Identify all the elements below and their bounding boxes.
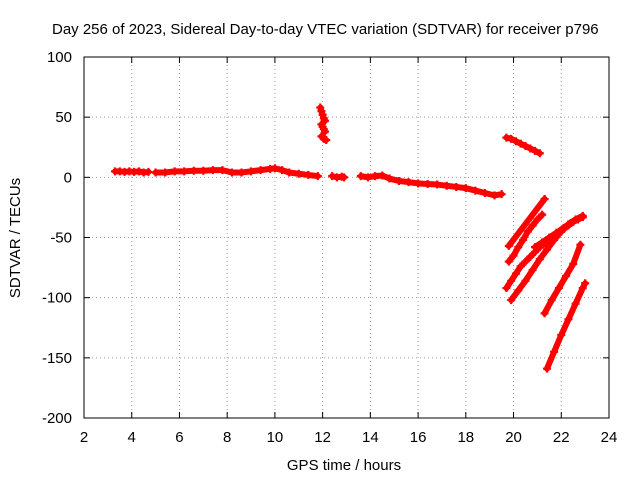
x-tick-label: 14 (362, 429, 379, 446)
data-point (321, 127, 330, 136)
data-trace (551, 331, 565, 355)
x-tick-label: 24 (601, 429, 618, 446)
y-tick-label: -100 (42, 290, 72, 307)
series-spike-a (316, 103, 330, 125)
series-band-2 (151, 164, 322, 181)
x-tick-label: 18 (457, 429, 474, 446)
data-point (578, 213, 587, 222)
series-late-arc-5 (531, 213, 587, 252)
data-trace (505, 195, 548, 249)
plot-frame (83, 56, 610, 419)
x-tick-label: 8 (223, 429, 231, 446)
series-late-dots (504, 194, 549, 250)
data-point (540, 194, 549, 203)
x-tick-label: 10 (267, 429, 284, 446)
x-tick-label: 2 (80, 429, 88, 446)
series-late-arc-1 (502, 133, 544, 158)
data-point (340, 173, 349, 182)
data-point (144, 167, 153, 176)
series-spike-b (317, 120, 330, 136)
y-axis-label: SDTVAR / TECUs (7, 178, 24, 298)
data-points (111, 103, 590, 373)
x-tick-label: 16 (410, 429, 427, 446)
data-point (535, 149, 544, 158)
data-trace (570, 241, 584, 267)
series-late-arc-7 (542, 279, 590, 373)
data-point (538, 210, 547, 219)
x-axis-label: GPS time / hours (287, 457, 401, 474)
series-band-4 (356, 171, 506, 200)
x-tick-label: 22 (553, 429, 570, 446)
y-tick-label: 100 (47, 49, 72, 66)
chart-title: Day 256 of 2023, Sidereal Day-to-day VTE… (52, 21, 599, 38)
y-tick-label: -200 (42, 410, 72, 427)
x-tick-label: 4 (128, 429, 136, 446)
series-band-1 (111, 167, 153, 177)
y-tick-label: -50 (50, 230, 72, 247)
series-late-arc-6 (540, 240, 585, 318)
data-trace (543, 348, 558, 372)
data-point (581, 279, 590, 288)
series-late-arc-2 (504, 210, 547, 266)
axis-ticks: 2 4 6 8 10 12 14 16 18 20 22 24-200-150-100-5005010… (42, 49, 617, 446)
x-tick-label: 6 (175, 429, 183, 446)
data-point (322, 136, 331, 145)
series-spike-c (317, 132, 331, 145)
y-tick-label: -150 (42, 350, 72, 367)
grid-lines (84, 57, 609, 418)
x-tick-label: 20 (505, 429, 522, 446)
y-tick-label: 50 (55, 109, 72, 126)
data-point (497, 190, 506, 199)
series-band-3 (328, 172, 349, 182)
data-point (576, 240, 585, 249)
data-point (313, 172, 322, 181)
y-tick-label: 0 (64, 169, 72, 186)
x-tick-label: 12 (314, 429, 331, 446)
